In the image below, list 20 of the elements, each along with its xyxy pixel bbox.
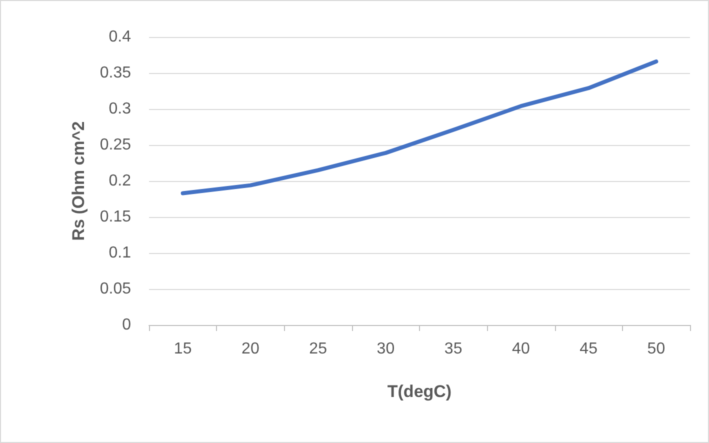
x-tick-label: 50 xyxy=(647,340,666,358)
y-tick-label: 0.35 xyxy=(100,64,132,82)
y-axis-title: Rs (Ohm cm^2 xyxy=(69,121,88,241)
x-tick-label: 25 xyxy=(309,340,328,358)
x-tick-label: 30 xyxy=(376,340,395,358)
x-tick-label: 40 xyxy=(512,340,530,358)
x-tick-label: 20 xyxy=(242,340,260,358)
y-tick-label: 0.3 xyxy=(108,100,132,118)
y-tick-label: 0.25 xyxy=(100,136,132,154)
line-series xyxy=(180,59,658,196)
x-tick-label: 15 xyxy=(174,340,192,358)
y-tick-label: 0 xyxy=(122,316,132,334)
x-tick-label: 35 xyxy=(444,340,462,358)
y-tick-label: 0.4 xyxy=(108,28,132,46)
y-tick-label: 0.2 xyxy=(108,172,132,190)
y-tick-label: 0.05 xyxy=(100,280,132,298)
y-tick-label: 0.1 xyxy=(108,244,132,262)
x-tick-label: 45 xyxy=(580,340,598,358)
y-tick-label: 0.15 xyxy=(100,208,132,226)
x-axis-title: T(degC) xyxy=(387,382,452,401)
